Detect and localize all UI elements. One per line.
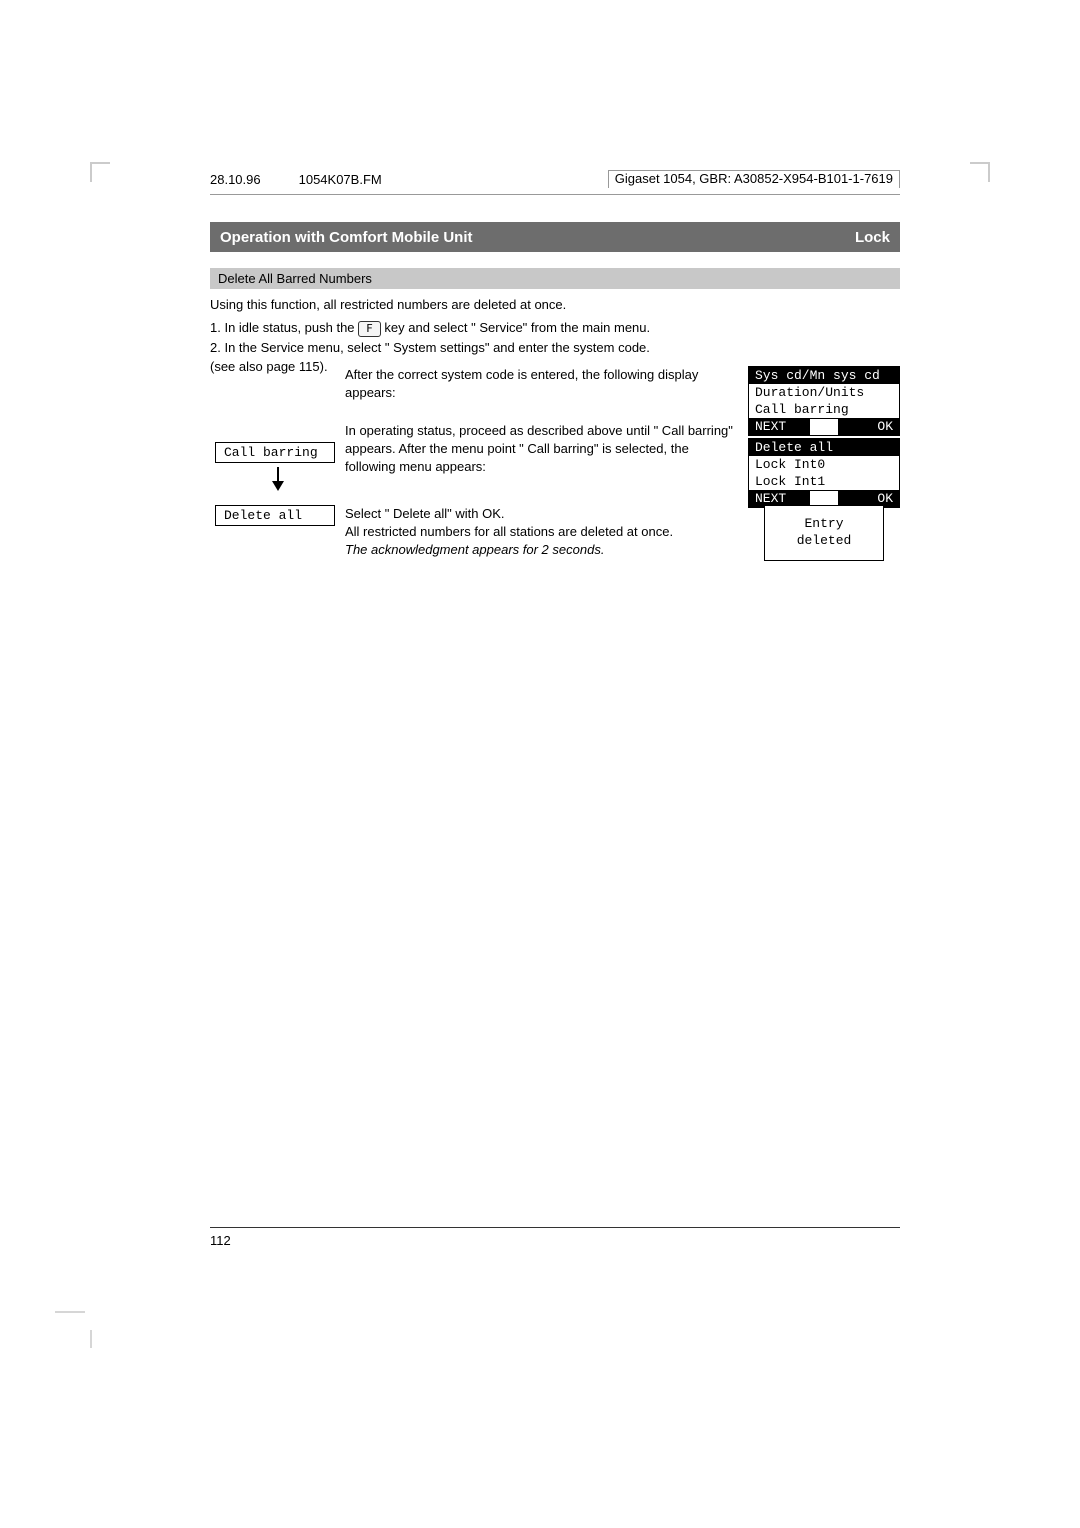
step-1: 1. In idle status, push the F key and se… [210, 318, 900, 338]
lcd2-line2: Lock Int0 [749, 456, 899, 473]
page-number: 112 [210, 1233, 231, 1248]
content-row-3: Delete all Select " Delete all" with OK.… [210, 505, 900, 561]
lcd1-line2: Duration/Units [749, 384, 899, 401]
step-2: 2. In the Service menu, select " System … [210, 338, 900, 358]
manual-page: 28.10.96 1054K07B.FM Gigaset 1054, GBR: … [0, 0, 1080, 1528]
arrow-down-icon [210, 463, 345, 496]
banner-section: Lock [855, 229, 890, 246]
lcd1-line3: Call barring [749, 401, 899, 418]
row3-text-a: Select " Delete all" with OK. [345, 505, 738, 523]
crop-mark [55, 1311, 85, 1313]
lcd-display-3: Entry deleted [764, 505, 884, 561]
step1-text-a: 1. In idle status, push the [210, 320, 358, 335]
menu-delete-all: Delete all [215, 505, 335, 526]
meta-file: 1054K07B.FM [299, 172, 382, 190]
instruction-2: In operating status, proceed as describe… [345, 422, 748, 508]
meta-date: 28.10.96 [210, 172, 261, 190]
row3-text-b: All restricted numbers for all stations … [345, 523, 738, 541]
header-meta: 28.10.96 1054K07B.FM Gigaset 1054, GBR: … [210, 172, 900, 195]
col-left-3: Delete all [210, 505, 345, 561]
sub-heading: Delete All Barred Numbers [210, 268, 900, 289]
intro-text: Using this function, all restricted numb… [210, 295, 900, 315]
lcd2-line3: Lock Int1 [749, 473, 899, 490]
instruction-3: Select " Delete all" with OK. All restri… [345, 505, 748, 561]
crop-mark [970, 162, 990, 182]
lcd2-line1: Delete all [749, 439, 899, 456]
row3-text-c: The acknowledgment appears for 2 seconds… [345, 541, 738, 559]
lcd-2-wrap: Delete all Lock Int0 Lock Int1 NEXT OK [748, 424, 900, 508]
f-key-icon: F [358, 321, 381, 337]
lcd3-line2: deleted [765, 533, 883, 550]
lcd-display-2: Delete all Lock Int0 Lock Int1 NEXT OK [748, 438, 900, 508]
section-banner: Operation with Comfort Mobile Unit Lock [210, 222, 900, 252]
crop-mark [90, 1330, 92, 1348]
meta-model: Gigaset 1054, GBR: A30852-X954-B101-1-76… [608, 170, 900, 188]
lcd1-line1: Sys cd/Mn sys cd [749, 367, 899, 384]
menu-call-barring: Call barring [215, 442, 335, 463]
footer-rule [210, 1227, 900, 1228]
lcd3-line1: Entry [765, 516, 883, 533]
banner-title: Operation with Comfort Mobile Unit [220, 229, 472, 246]
content-row-2: Call barring In operating status, procee… [210, 422, 900, 508]
col-left-2: Call barring [210, 422, 345, 508]
lcd-3-wrap: Entry deleted [748, 505, 900, 561]
crop-mark [90, 162, 110, 182]
step1-text-b: key and select " Service" from the main … [381, 320, 650, 335]
